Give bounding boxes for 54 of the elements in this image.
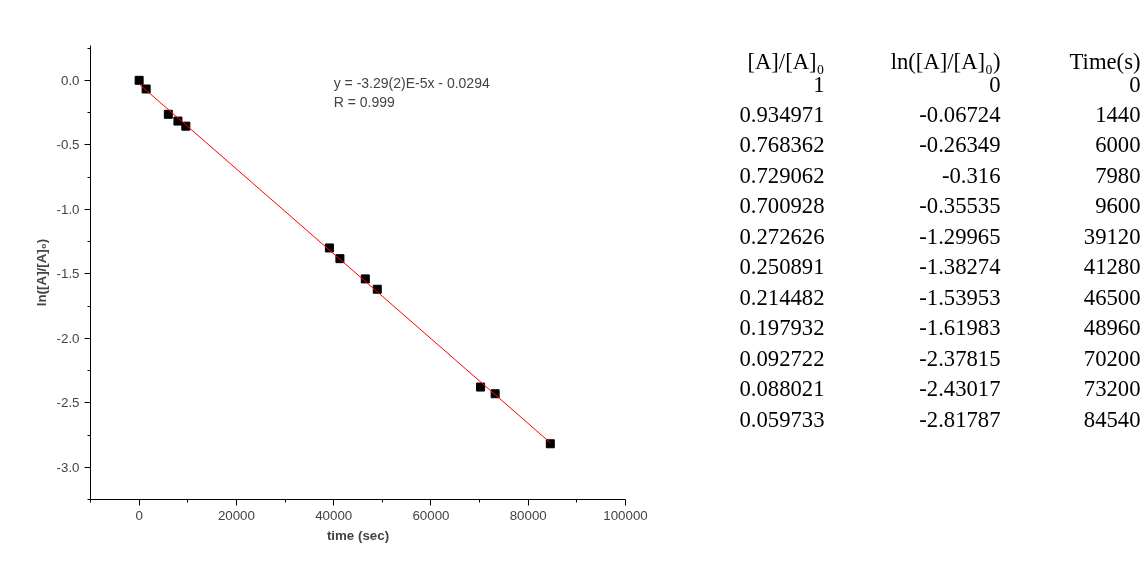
text: -2.43017 xyxy=(919,376,1001,402)
y-tick-label: -1.5 xyxy=(56,266,80,282)
text: -0.26349 xyxy=(919,132,1001,158)
text: 70200 xyxy=(1083,345,1141,371)
text: 1440 xyxy=(1095,101,1141,127)
point xyxy=(545,439,555,449)
x-axis-title: time (sec) xyxy=(326,527,390,543)
y-tick-label: -0.5 xyxy=(56,137,80,153)
text: 7980 xyxy=(1095,162,1141,188)
y-tick-label: -2.5 xyxy=(56,395,80,411)
text: 0.092722 xyxy=(739,345,825,371)
text: 0.729062 xyxy=(739,162,825,188)
text: 84540 xyxy=(1083,406,1141,432)
text: -1.53953 xyxy=(919,284,1001,310)
x-tick-label: 40000 xyxy=(315,507,353,523)
x-tick-label: 60000 xyxy=(412,507,450,523)
point xyxy=(476,382,486,392)
text: 6000 xyxy=(1095,132,1141,158)
text: 0.768362 xyxy=(739,132,825,158)
point xyxy=(163,109,173,119)
text: -0.316 xyxy=(941,162,1001,188)
text: -1.29965 xyxy=(919,223,1001,249)
text: 0.700928 xyxy=(739,193,825,219)
y-tick-label: -3.0 xyxy=(56,459,80,475)
y-tick-label: 0.0 xyxy=(60,72,80,88)
x-tick-label: 0 xyxy=(135,507,143,523)
text: 0.272626 xyxy=(739,223,825,249)
point xyxy=(134,75,144,85)
text: 0.059733 xyxy=(739,406,825,432)
text: 41280 xyxy=(1083,254,1141,280)
text: 39120 xyxy=(1083,223,1141,249)
y-tick-label: -1.0 xyxy=(56,201,80,217)
text: 0.214482 xyxy=(739,284,825,310)
x-tick-label: 100000 xyxy=(603,507,648,523)
text: 0.088021 xyxy=(739,376,825,402)
text: -0.06724 xyxy=(919,101,1001,127)
y-tick-label: -2.0 xyxy=(56,330,80,346)
x-tick-label: 20000 xyxy=(217,507,255,523)
text: 0.934971 xyxy=(739,101,825,127)
text: -1.61983 xyxy=(919,315,1001,341)
text: -0.35535 xyxy=(919,193,1001,219)
annotation: R = 0.999 xyxy=(333,93,395,110)
text: 46500 xyxy=(1083,284,1141,310)
text: 0.197932 xyxy=(739,315,825,341)
x-tick-label: 80000 xyxy=(509,507,547,523)
text: 48960 xyxy=(1083,315,1141,341)
annotation: y = -3.29(2)E-5x - 0.0294 xyxy=(333,74,490,91)
text: -2.81787 xyxy=(919,406,1001,432)
text: 73200 xyxy=(1083,376,1141,402)
y-axis-title: ln([A]/[A]₀) xyxy=(33,238,49,307)
text: 0.250891 xyxy=(739,254,825,280)
text: -1.38274 xyxy=(919,254,1001,280)
text: 9600 xyxy=(1095,193,1141,219)
text: -2.37815 xyxy=(919,345,1001,371)
